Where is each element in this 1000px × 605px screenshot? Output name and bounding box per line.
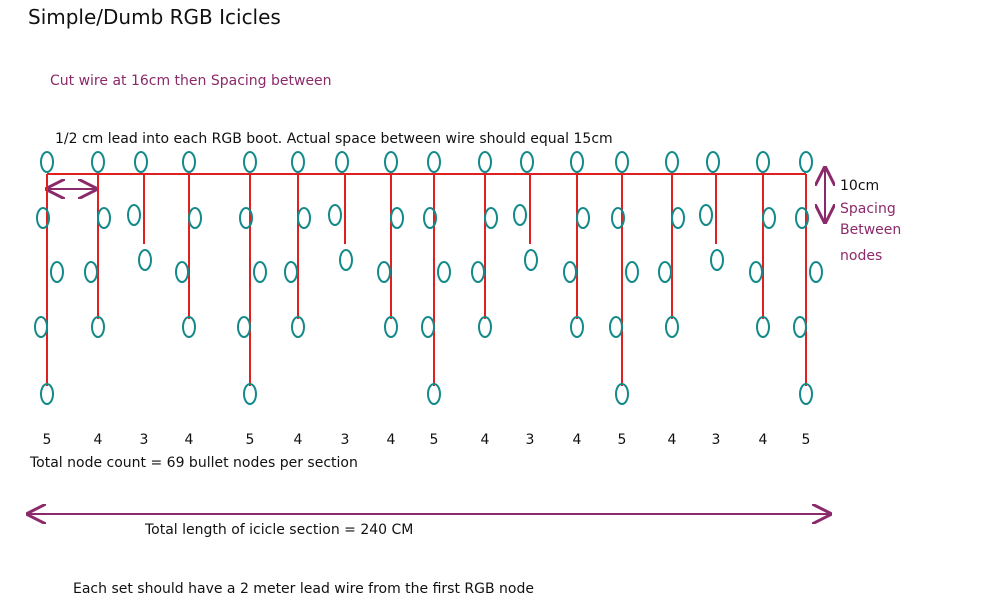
node-count: 4 — [387, 432, 396, 448]
node-count: 4 — [573, 432, 582, 448]
rgb-node — [799, 383, 813, 405]
node-count: 4 — [94, 432, 103, 448]
node-count: 5 — [618, 432, 627, 448]
rgb-node — [291, 316, 305, 338]
rgb-node — [570, 151, 584, 173]
rgb-node — [762, 207, 776, 229]
rgb-node — [570, 316, 584, 338]
rgb-node — [658, 261, 672, 283]
rgb-node — [328, 204, 342, 226]
rgb-node — [253, 261, 267, 283]
rgb-node — [427, 151, 441, 173]
rgb-node — [243, 151, 257, 173]
node-count: 5 — [246, 432, 255, 448]
rgb-node — [756, 316, 770, 338]
rgb-node — [478, 151, 492, 173]
node-count: 4 — [481, 432, 490, 448]
rgb-node — [427, 383, 441, 405]
node-count: 4 — [668, 432, 677, 448]
total-length-note: Total length of icicle section = 240 CM — [144, 522, 413, 538]
total-nodes-note: Total node count = 69 bullet nodes per s… — [29, 455, 358, 471]
rgb-node — [749, 261, 763, 283]
drops: 5 4 3 4 5 4 3 4 5 4 3 4 5 4 3 4 5 — [34, 151, 823, 448]
node-count: 4 — [185, 432, 194, 448]
rgb-node — [237, 316, 251, 338]
node-count: 5 — [430, 432, 439, 448]
rgb-node — [339, 249, 353, 271]
rgb-node — [478, 316, 492, 338]
spacing-label: nodes — [840, 248, 882, 264]
rgb-node — [127, 204, 141, 226]
rgb-node — [699, 204, 713, 226]
rgb-node — [615, 151, 629, 173]
spacing-label: Spacing — [840, 201, 896, 217]
node-count: 5 — [802, 432, 811, 448]
rgb-node — [611, 207, 625, 229]
rgb-node — [756, 151, 770, 173]
rgb-node — [138, 249, 152, 271]
rgb-node — [40, 151, 54, 173]
rgb-node — [384, 316, 398, 338]
rgb-node — [284, 261, 298, 283]
rgb-node — [36, 207, 50, 229]
rgb-node — [50, 261, 64, 283]
rgb-node — [520, 151, 534, 173]
rgb-node — [91, 316, 105, 338]
spacing-value: 10cm — [840, 178, 879, 194]
rgb-node — [384, 151, 398, 173]
rgb-node — [484, 207, 498, 229]
rgb-node — [665, 151, 679, 173]
rgb-node — [40, 383, 54, 405]
cut-wire-note: Cut wire at 16cm then Spacing between — [50, 73, 332, 89]
rgb-node — [423, 207, 437, 229]
rgb-node — [188, 207, 202, 229]
rgb-node — [671, 207, 685, 229]
rgb-node — [793, 316, 807, 338]
lead-wire-note: Each set should have a 2 meter lead wire… — [73, 581, 534, 597]
node-count: 3 — [140, 432, 149, 448]
rgb-node — [34, 316, 48, 338]
rgb-node — [799, 151, 813, 173]
rgb-node — [239, 207, 253, 229]
node-count: 5 — [43, 432, 52, 448]
title: Simple/Dumb RGB Icicles — [28, 5, 281, 29]
rgb-node — [609, 316, 623, 338]
rgb-node — [182, 151, 196, 173]
rgb-node — [615, 383, 629, 405]
rgb-node — [710, 249, 724, 271]
rgb-node — [297, 207, 311, 229]
rgb-node — [84, 261, 98, 283]
node-count: 4 — [294, 432, 303, 448]
rgb-node — [390, 207, 404, 229]
rgb-node — [243, 383, 257, 405]
rgb-node — [524, 249, 538, 271]
spacing-label: Between — [840, 222, 901, 238]
rgb-node — [335, 151, 349, 173]
rgb-node — [291, 151, 305, 173]
rgb-node — [563, 261, 577, 283]
rgb-node — [182, 316, 196, 338]
node-count: 3 — [526, 432, 535, 448]
rgb-node — [175, 261, 189, 283]
rgb-node — [471, 261, 485, 283]
node-count: 3 — [341, 432, 350, 448]
rgb-node — [437, 261, 451, 283]
rgb-node — [795, 207, 809, 229]
lead-into-note: 1/2 cm lead into each RGB boot. Actual s… — [55, 131, 613, 147]
rgb-node — [97, 207, 111, 229]
rgb-node — [377, 261, 391, 283]
rgb-node — [809, 261, 823, 283]
rgb-node — [91, 151, 105, 173]
rgb-node — [665, 316, 679, 338]
rgb-node — [576, 207, 590, 229]
rgb-node — [625, 261, 639, 283]
rgb-node — [421, 316, 435, 338]
node-count: 3 — [712, 432, 721, 448]
node-count: 4 — [759, 432, 768, 448]
rgb-node — [513, 204, 527, 226]
rgb-node — [706, 151, 720, 173]
rgb-node — [134, 151, 148, 173]
